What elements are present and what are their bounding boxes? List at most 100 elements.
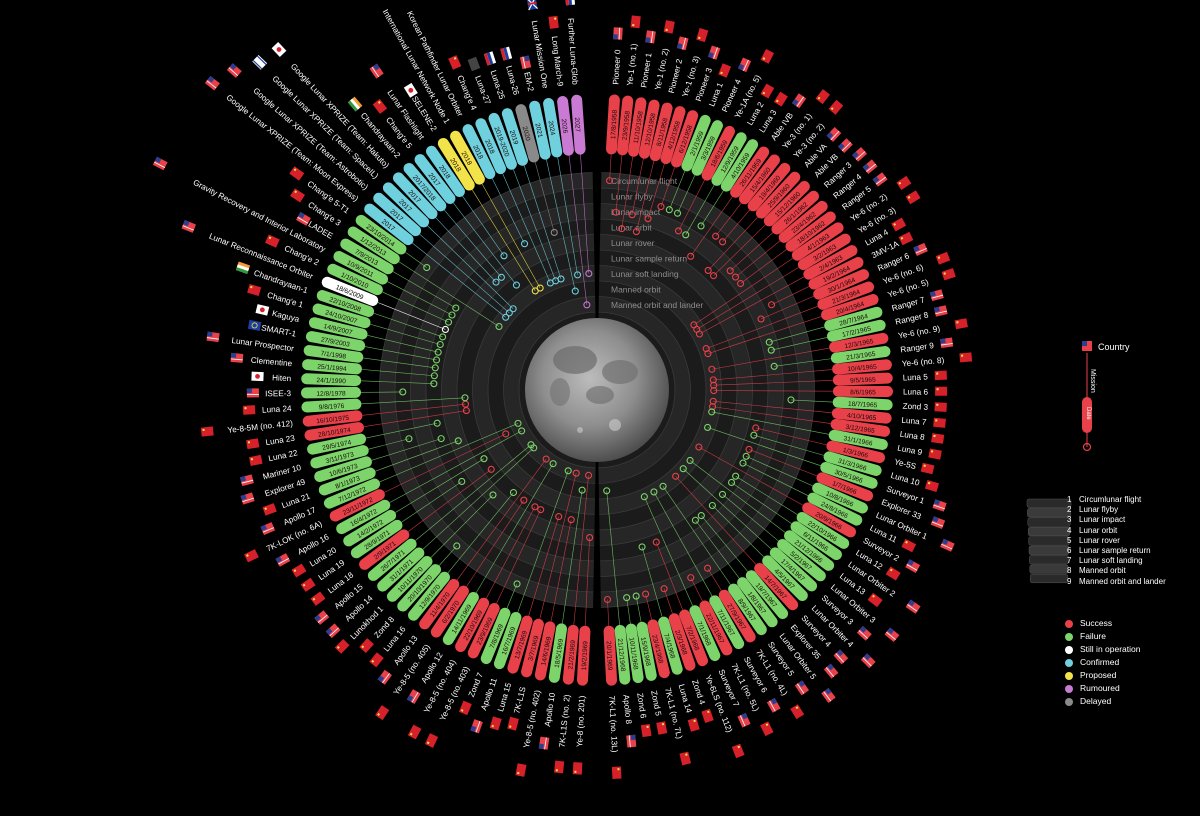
mission-type-marker[interactable] — [505, 309, 513, 317]
date-pill[interactable]: 4/10/1965 — [831, 407, 892, 424]
mission-type-marker[interactable] — [750, 431, 758, 439]
date-pill[interactable]: 2026 — [556, 95, 574, 156]
mission-type-marker[interactable] — [726, 267, 734, 275]
mission-type-marker[interactable] — [704, 350, 712, 358]
date-pill[interactable]: 9/8/1976 — [301, 398, 362, 413]
mission-type-marker[interactable] — [555, 513, 563, 521]
mission-type-marker[interactable] — [712, 232, 720, 240]
mission-label[interactable]: Luna 6 — [903, 386, 948, 397]
mission-type-marker[interactable] — [536, 284, 544, 292]
mission-type-marker[interactable] — [572, 469, 580, 477]
mission-type-marker[interactable] — [739, 459, 747, 467]
date-pill[interactable]: 21/3/1965 — [830, 345, 891, 364]
date-pill[interactable]: 2019 — [500, 107, 529, 167]
mission-label[interactable]: Gravity Recovery and Interior Laboratory — [152, 156, 328, 255]
date-pill[interactable]: 9/5/1965 — [832, 372, 893, 386]
mission-type-marker[interactable] — [708, 408, 716, 416]
date-pill[interactable]: 25/1/1994 — [302, 359, 363, 375]
mission-type-marker[interactable] — [500, 252, 508, 260]
mission-type-marker[interactable] — [509, 488, 518, 497]
mission-type-marker[interactable] — [752, 424, 760, 432]
date-pill[interactable]: 24/1/1990 — [301, 373, 362, 387]
mission-type-marker[interactable] — [742, 452, 750, 460]
mission-type-marker[interactable] — [531, 503, 539, 511]
mission-type-marker[interactable] — [497, 273, 505, 281]
mission-type-marker[interactable] — [687, 574, 695, 582]
mission-label[interactable]: Further Luna-Glob — [564, 0, 580, 86]
mission-type-marker[interactable] — [564, 467, 572, 475]
mission-type-marker[interactable] — [567, 516, 575, 524]
mission-label[interactable]: 7K-L1 (no. 13L) — [607, 695, 622, 779]
mission-type-marker[interactable] — [512, 281, 521, 289]
mission-type-marker[interactable] — [492, 278, 500, 286]
mission-type-marker[interactable] — [405, 435, 413, 443]
date-pill[interactable]: 2021 — [528, 100, 552, 161]
mission-type-marker[interactable] — [603, 487, 611, 495]
date-pill[interactable]: 10/4/1965 — [832, 359, 893, 375]
mission-type-marker[interactable] — [757, 315, 765, 323]
mission-label[interactable]: Apollo 8 — [621, 694, 637, 748]
mission-type-marker[interactable] — [628, 211, 636, 219]
mission-type-marker[interactable] — [709, 376, 717, 384]
mission-type-marker[interactable] — [542, 455, 550, 463]
mission-type-marker[interactable] — [586, 534, 594, 542]
mission-type-marker[interactable] — [709, 272, 718, 280]
mission-type-marker[interactable] — [704, 266, 712, 274]
date-pill[interactable]: 17/8/1958 — [605, 94, 621, 155]
mission-type-marker[interactable] — [489, 491, 497, 499]
mission-type-marker[interactable] — [439, 333, 447, 341]
date-pill[interactable]: 2027 — [571, 94, 586, 155]
mission-label[interactable]: Luna 24 — [242, 403, 292, 416]
mission-type-marker[interactable] — [737, 279, 745, 288]
mission-type-marker[interactable] — [672, 472, 680, 480]
mission-type-marker[interactable] — [727, 478, 736, 487]
mission-type-marker[interactable] — [704, 423, 712, 431]
mission-type-marker[interactable] — [632, 592, 640, 600]
mission-type-marker[interactable] — [659, 482, 667, 490]
mission-type-marker[interactable] — [502, 430, 510, 438]
mission-type-marker[interactable] — [697, 222, 705, 230]
mission-type-marker[interactable] — [458, 477, 466, 486]
mission-type-marker[interactable] — [444, 318, 453, 326]
mission-type-marker[interactable] — [583, 301, 591, 309]
mission-type-marker[interactable] — [518, 427, 526, 435]
mission-type-marker[interactable] — [430, 380, 438, 388]
mission-type-marker[interactable] — [434, 348, 442, 356]
mission-type-marker[interactable] — [557, 275, 565, 283]
mission-type-marker[interactable] — [687, 252, 695, 260]
mission-type-marker[interactable] — [432, 356, 441, 364]
mission-type-marker[interactable] — [549, 460, 557, 468]
mission-type-marker[interactable] — [495, 322, 503, 331]
mission-type-marker[interactable] — [578, 486, 586, 494]
mission-label[interactable]: ISEE-3 — [246, 388, 292, 398]
mission-label[interactable]: Luna 8 — [899, 429, 945, 445]
date-pill[interactable]: 18/7/1965 — [832, 396, 893, 411]
mission-type-marker[interactable] — [673, 209, 682, 217]
mission-type-marker[interactable] — [453, 542, 461, 550]
mission-type-marker[interactable] — [585, 269, 593, 278]
mission-type-marker[interactable] — [632, 228, 640, 236]
mission-type-marker[interactable] — [710, 381, 718, 389]
mission-type-marker[interactable] — [695, 330, 703, 338]
mission-type-marker[interactable] — [550, 228, 558, 236]
date-pill[interactable]: 16/10/1975 — [302, 410, 363, 427]
mission-type-marker[interactable] — [487, 465, 495, 473]
mission-label[interactable]: Ye-8 (no. 201) — [572, 695, 587, 775]
mission-type-marker[interactable] — [603, 595, 612, 604]
date-pill[interactable]: 3/12/1965 — [830, 418, 891, 437]
mission-type-marker[interactable] — [623, 594, 631, 602]
date-pill[interactable]: 7/1/1998 — [303, 344, 364, 363]
mission-type-marker[interactable] — [480, 455, 488, 463]
mission-type-marker[interactable] — [436, 340, 444, 349]
mission-type-marker[interactable] — [686, 456, 694, 465]
mission-label[interactable]: Luna 7 — [901, 415, 946, 429]
mission-type-marker[interactable] — [606, 177, 614, 185]
mission-label[interactable]: Ye-8-5M (no. 412) — [200, 418, 294, 438]
mission-type-marker[interactable] — [679, 465, 687, 473]
mission-label[interactable]: 7K-L1S (no. 2) — [554, 694, 572, 774]
mission-label[interactable]: Luna 9 — [897, 442, 942, 460]
mission-type-marker[interactable] — [652, 538, 660, 546]
mission-type-marker[interactable] — [765, 338, 773, 346]
mission-type-marker[interactable] — [537, 506, 545, 514]
mission-type-marker[interactable] — [452, 304, 460, 312]
